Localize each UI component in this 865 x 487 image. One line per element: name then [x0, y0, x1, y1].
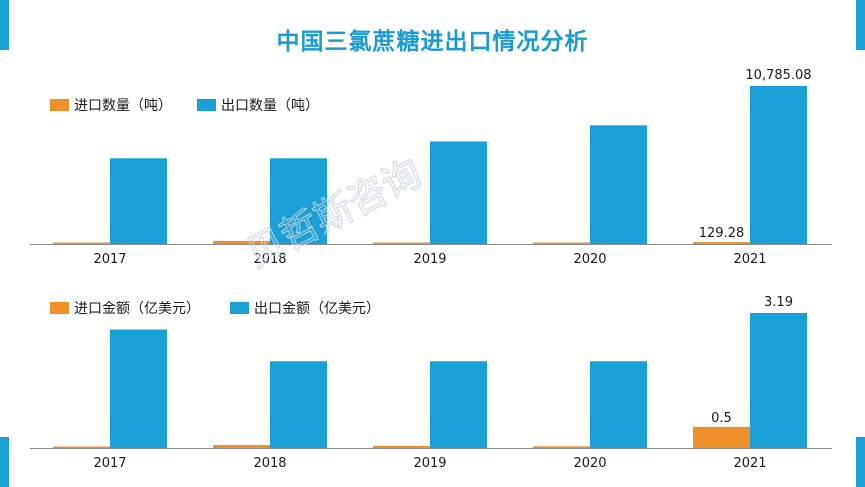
legend-label-import: 进口数量（吨）: [74, 98, 172, 114]
corner-accent-bottom-right: [856, 437, 865, 487]
x-tick-label-2019: 2019: [413, 456, 446, 471]
legend-label-export: 出口金额（亿美元）: [254, 301, 380, 317]
bar-import-2020: [533, 242, 590, 244]
legend-swatch-import: [50, 99, 69, 111]
x-tick-label-2018: 2018: [253, 252, 286, 267]
bar-import-2017: [53, 446, 110, 448]
bar-import-2018: [213, 445, 270, 448]
x-tick-label-2019: 2019: [413, 252, 446, 267]
bar-import-2019: [373, 242, 430, 244]
bar-export-2021: [750, 313, 807, 448]
legend-swatch-export: [230, 302, 249, 314]
data-label-export-2021: 10,785.08: [745, 68, 811, 83]
corner-accent-top-right: [856, 0, 865, 50]
x-tick-label-2018: 2018: [253, 456, 286, 471]
legend-swatch-import: [50, 302, 69, 314]
bar-export-2018: [270, 158, 327, 244]
bar-import-2018: [213, 240, 270, 244]
bar-import-2021: [693, 242, 750, 244]
bar-export-2020: [590, 125, 647, 244]
chart-title: 中国三氯蔗糖进出口情况分析: [276, 29, 589, 55]
legend-label-export: 出口数量（吨）: [221, 98, 319, 114]
x-tick-label-2020: 2020: [573, 252, 606, 267]
bar-export-2019: [430, 141, 487, 244]
amount-chart-panel: 进口金额（亿美元） 出口金额（亿美元） 2017 2018 2019 2020 0.5 3.1…: [30, 295, 832, 471]
x-tick-label-2021: 2021: [733, 252, 766, 267]
legend-label-import: 进口金额（亿美元）: [74, 301, 200, 317]
bar-export-2017: [110, 158, 167, 244]
bar-export-2018: [270, 361, 327, 448]
bar-import-2019: [373, 445, 430, 448]
corner-accent-top-left: [0, 0, 9, 50]
quantity-chart-panel: 进口数量（吨） 出口数量（吨） 2017 2018 2019 2020 129.28 10,7…: [30, 68, 832, 267]
x-tick-label-2017: 2017: [93, 456, 126, 471]
data-label-import-2021: 129.28: [699, 226, 745, 241]
x-tick-label-2020: 2020: [573, 456, 606, 471]
bar-export-2020: [590, 361, 647, 448]
bar-import-2020: [533, 446, 590, 448]
data-label-export-2021: 3.19: [764, 295, 793, 310]
corner-accent-bottom-left: [0, 437, 9, 487]
watermark-text: 贝哲斯咨询: [239, 151, 428, 276]
bar-export-2019: [430, 361, 487, 448]
data-label-import-2021: 0.5: [711, 411, 732, 426]
legend-swatch-export: [197, 99, 216, 111]
bar-import-2021: [693, 426, 750, 448]
bar-import-2017: [53, 242, 110, 244]
bar-export-2021: [750, 86, 807, 244]
x-tick-label-2017: 2017: [93, 252, 126, 267]
bar-export-2017: [110, 329, 167, 448]
x-tick-label-2021: 2021: [733, 456, 766, 471]
